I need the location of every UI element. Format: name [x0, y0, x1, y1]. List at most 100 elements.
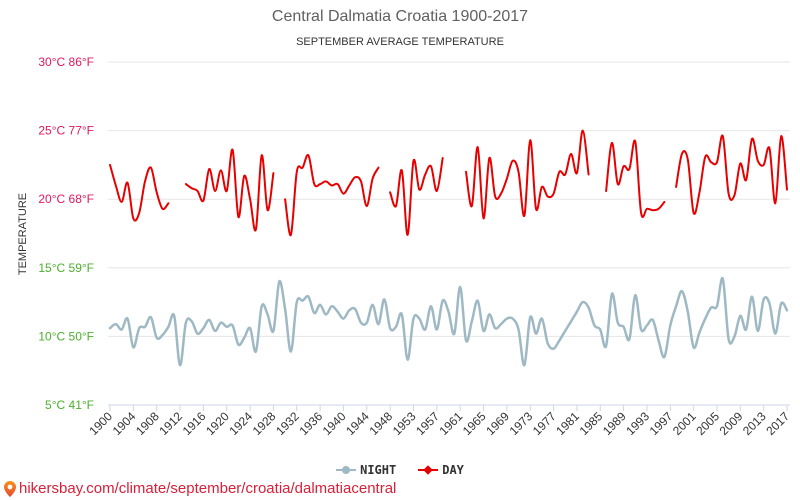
gridlines: [108, 61, 790, 406]
day-point: [539, 184, 544, 189]
x-tick-label: 1928: [250, 409, 279, 438]
day-point: [709, 160, 714, 165]
legend-day-label: DAY: [442, 463, 464, 477]
night-point: [633, 293, 638, 298]
night-point: [224, 324, 229, 329]
night-point: [639, 327, 644, 332]
night-point: [528, 315, 533, 320]
night-point: [685, 309, 690, 314]
night-point: [458, 285, 463, 290]
night-point: [773, 331, 778, 336]
day-point: [487, 156, 492, 161]
day-point: [429, 164, 434, 169]
day-point: [715, 160, 720, 165]
day-point: [499, 191, 504, 196]
day-point: [230, 147, 235, 152]
night-point: [574, 309, 579, 314]
day-point: [738, 161, 743, 166]
night-point: [213, 328, 218, 333]
night-point: [323, 312, 328, 317]
day-point: [148, 165, 153, 170]
night-point: [417, 316, 422, 321]
day-point: [475, 145, 480, 150]
night-point: [294, 300, 299, 305]
night-point: [119, 327, 124, 332]
night-point: [720, 276, 725, 281]
day-point: [750, 136, 755, 141]
day-point: [534, 206, 539, 211]
chart-subtitle: SEPTEMBER AVERAGE TEMPERATURE: [296, 36, 504, 48]
night-point: [201, 326, 206, 331]
night-point: [364, 320, 369, 325]
y-tick-label: 5°C 41°F: [45, 398, 94, 412]
night-point: [522, 363, 527, 368]
night-point: [370, 302, 375, 307]
day-point: [679, 151, 684, 156]
night-point: [738, 313, 743, 318]
x-tick-label: 1969: [483, 409, 512, 438]
night-point: [510, 316, 515, 321]
footer-link[interactable]: hikersbay.com/climate/september/croatia/…: [19, 480, 397, 497]
x-tick-label: 1932: [273, 409, 302, 438]
night-point: [557, 338, 562, 343]
x-tick-label: 1981: [553, 409, 582, 438]
day-point: [674, 184, 679, 189]
night-point: [499, 322, 504, 327]
x-axis: 1900190419081912191619201924192819321936…: [86, 404, 792, 438]
day-line: [109, 163, 170, 222]
x-tick-label: 1957: [413, 409, 442, 438]
night-point: [715, 304, 720, 309]
day-point: [399, 168, 404, 173]
night-point: [650, 317, 655, 322]
night-point: [236, 342, 241, 347]
day-point: [347, 183, 352, 188]
y-tick-label: 25°C 77°F: [38, 124, 94, 138]
day-point: [604, 189, 609, 194]
day-point: [469, 204, 474, 209]
night-point: [312, 311, 317, 316]
day-point: [271, 171, 276, 176]
day-point: [656, 206, 661, 211]
night-point: [335, 309, 340, 314]
x-tick-label: 1948: [366, 409, 395, 438]
day-point: [557, 169, 562, 174]
x-tick-label: 1924: [226, 409, 255, 438]
night-point: [534, 331, 539, 336]
night-point: [253, 349, 258, 354]
day-point: [504, 176, 509, 181]
day-point: [779, 134, 784, 139]
night-point: [131, 345, 136, 350]
x-tick-label: 1989: [600, 409, 629, 438]
day-point: [294, 169, 299, 174]
day-point: [201, 198, 206, 203]
night-point: [411, 316, 416, 321]
night-point: [703, 316, 708, 321]
legend: NIGHT DAY: [0, 463, 800, 477]
x-tick-label: 1993: [623, 409, 652, 438]
night-point: [329, 304, 334, 309]
legend-night-label: NIGHT: [360, 463, 397, 477]
x-tick-label: 1916: [180, 409, 209, 438]
night-point: [656, 338, 661, 343]
day-point: [236, 215, 241, 220]
night-point: [545, 341, 550, 346]
night-point: [709, 305, 714, 310]
legend-item-night[interactable]: NIGHT: [336, 463, 396, 477]
legend-night-marker: [336, 466, 357, 474]
day-point: [154, 190, 159, 195]
x-tick-label: 1936: [296, 409, 325, 438]
night-point: [434, 327, 439, 332]
day-point: [785, 187, 790, 192]
day-line: [184, 148, 275, 232]
night-point: [242, 335, 247, 340]
y-tick-label: 30°C 86°F: [38, 55, 94, 69]
night-point: [248, 326, 253, 331]
night-point: [662, 355, 667, 360]
day-point: [761, 162, 766, 167]
legend-item-day[interactable]: DAY: [418, 463, 464, 477]
day-point: [394, 204, 399, 209]
night-point: [207, 317, 212, 322]
night-series: [108, 276, 789, 368]
night-point: [609, 291, 614, 296]
day-point: [242, 173, 247, 178]
